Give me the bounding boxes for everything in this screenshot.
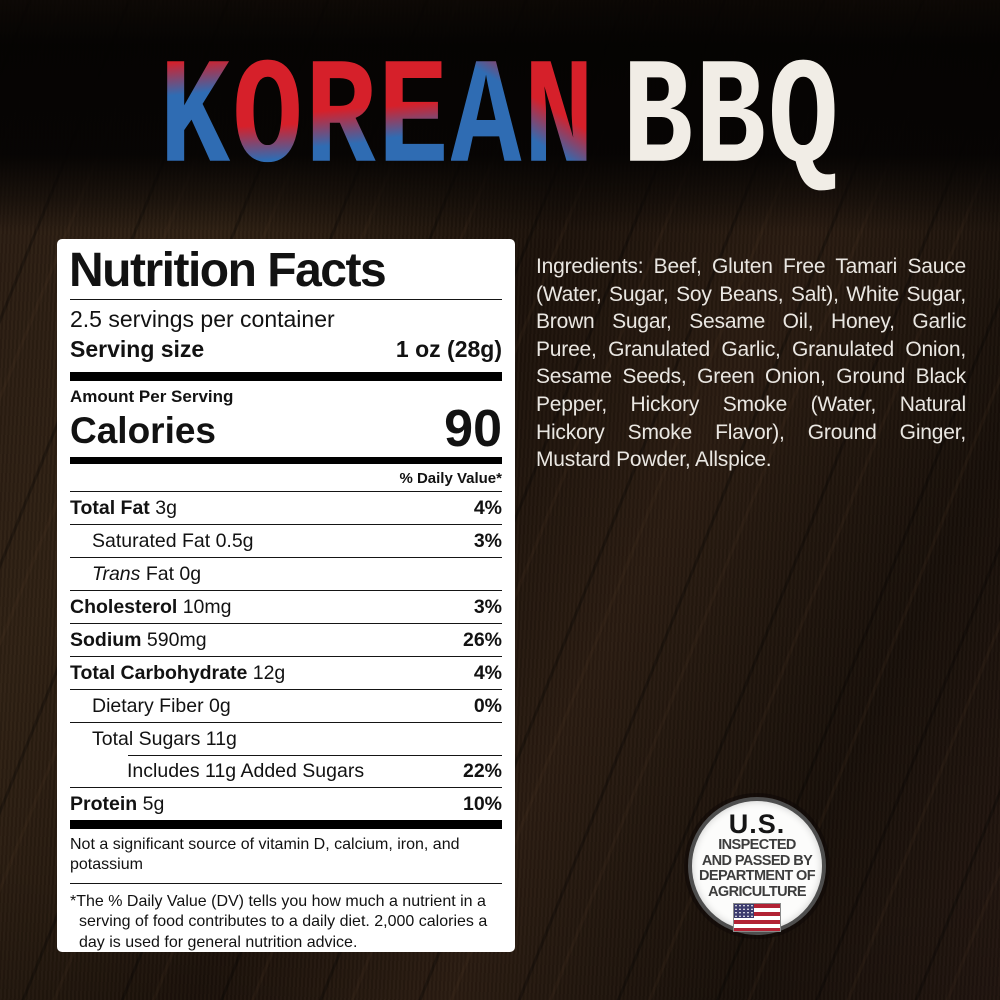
title-letter: O (232, 36, 305, 207)
title-letter: A (450, 36, 524, 207)
seal-text-line: AGRICULTURE (708, 883, 806, 900)
amount-per-serving-label: Amount Per Serving (70, 386, 234, 406)
nutrient-row-total-sugars: Total Sugars 11g (70, 722, 502, 755)
title-letter: K (159, 36, 233, 207)
thick-divider (70, 371, 502, 381)
nutrient-row-protein: Protein 5g 10% (70, 787, 502, 820)
seal-text-line: INSPECTED (718, 837, 796, 853)
title-letter: N (523, 36, 597, 207)
seal-text-line: DEPARTMENT OF (699, 868, 816, 884)
daily-value-header: % Daily Value* (70, 464, 502, 493)
servings-per-container: 2.5 servings per container (70, 305, 335, 332)
nutrient-row-total-fat: Total Fat 3g 4% (70, 496, 502, 519)
nutrient-row-cholesterol: Cholesterol 10mg 3% (70, 590, 502, 623)
us-flag-canton (734, 904, 754, 918)
title-letter: E (377, 36, 451, 207)
product-title: KOREAN BBQ (0, 39, 1000, 205)
seal-text-line: AND PASSED BY (701, 852, 813, 869)
serving-size-row: Serving size 1 oz (28g) (70, 336, 502, 363)
calories-label: Calories (70, 410, 217, 452)
calories-row: Calories 90 (70, 399, 502, 458)
divider (70, 298, 502, 300)
thick-divider (70, 457, 502, 465)
nutrient-row-dietary-fiber: Dietary Fiber 0g 0% (70, 689, 502, 722)
seal-us-text: U.S. (728, 809, 786, 839)
serving-size-value: 1 oz (28g) (395, 335, 502, 362)
calories-value: 90 (444, 399, 502, 458)
not-significant-note: Not a significant source of vitamin D, c… (70, 829, 502, 885)
ingredients-text: Ingredients: Beef, Gluten Free Tamari Sa… (536, 255, 966, 472)
daily-value-footnote: *The % Daily Value (DV) tells you how mu… (70, 893, 488, 951)
usda-inspection-seal: U.S. INSPECTED AND PASSED BY DEPARTMENT … (688, 797, 826, 935)
us-flag-icon (733, 903, 781, 932)
nutrient-row-added-sugars: Includes 11g Added Sugars 22% (70, 755, 502, 787)
nutrition-facts-heading: Nutrition Facts (69, 244, 387, 297)
nutrient-row-saturated-fat: Saturated Fat 0.5g 3% (70, 524, 502, 557)
nutrient-row-total-carbohydrate: Total Carbohydrate 12g 4% (70, 656, 502, 689)
nutrient-row-trans-fat: Trans Fat 0g (70, 557, 502, 590)
nutrient-row-sodium: Sodium 590mg 26% (70, 623, 502, 656)
serving-size-label: Serving size (70, 335, 205, 362)
title-letter: R (304, 36, 378, 207)
nutrition-facts-panel: Nutrition Facts 2.5 servings per contain… (57, 239, 515, 952)
title-word-bbq: BBQ (622, 36, 841, 207)
thick-divider (70, 819, 502, 829)
